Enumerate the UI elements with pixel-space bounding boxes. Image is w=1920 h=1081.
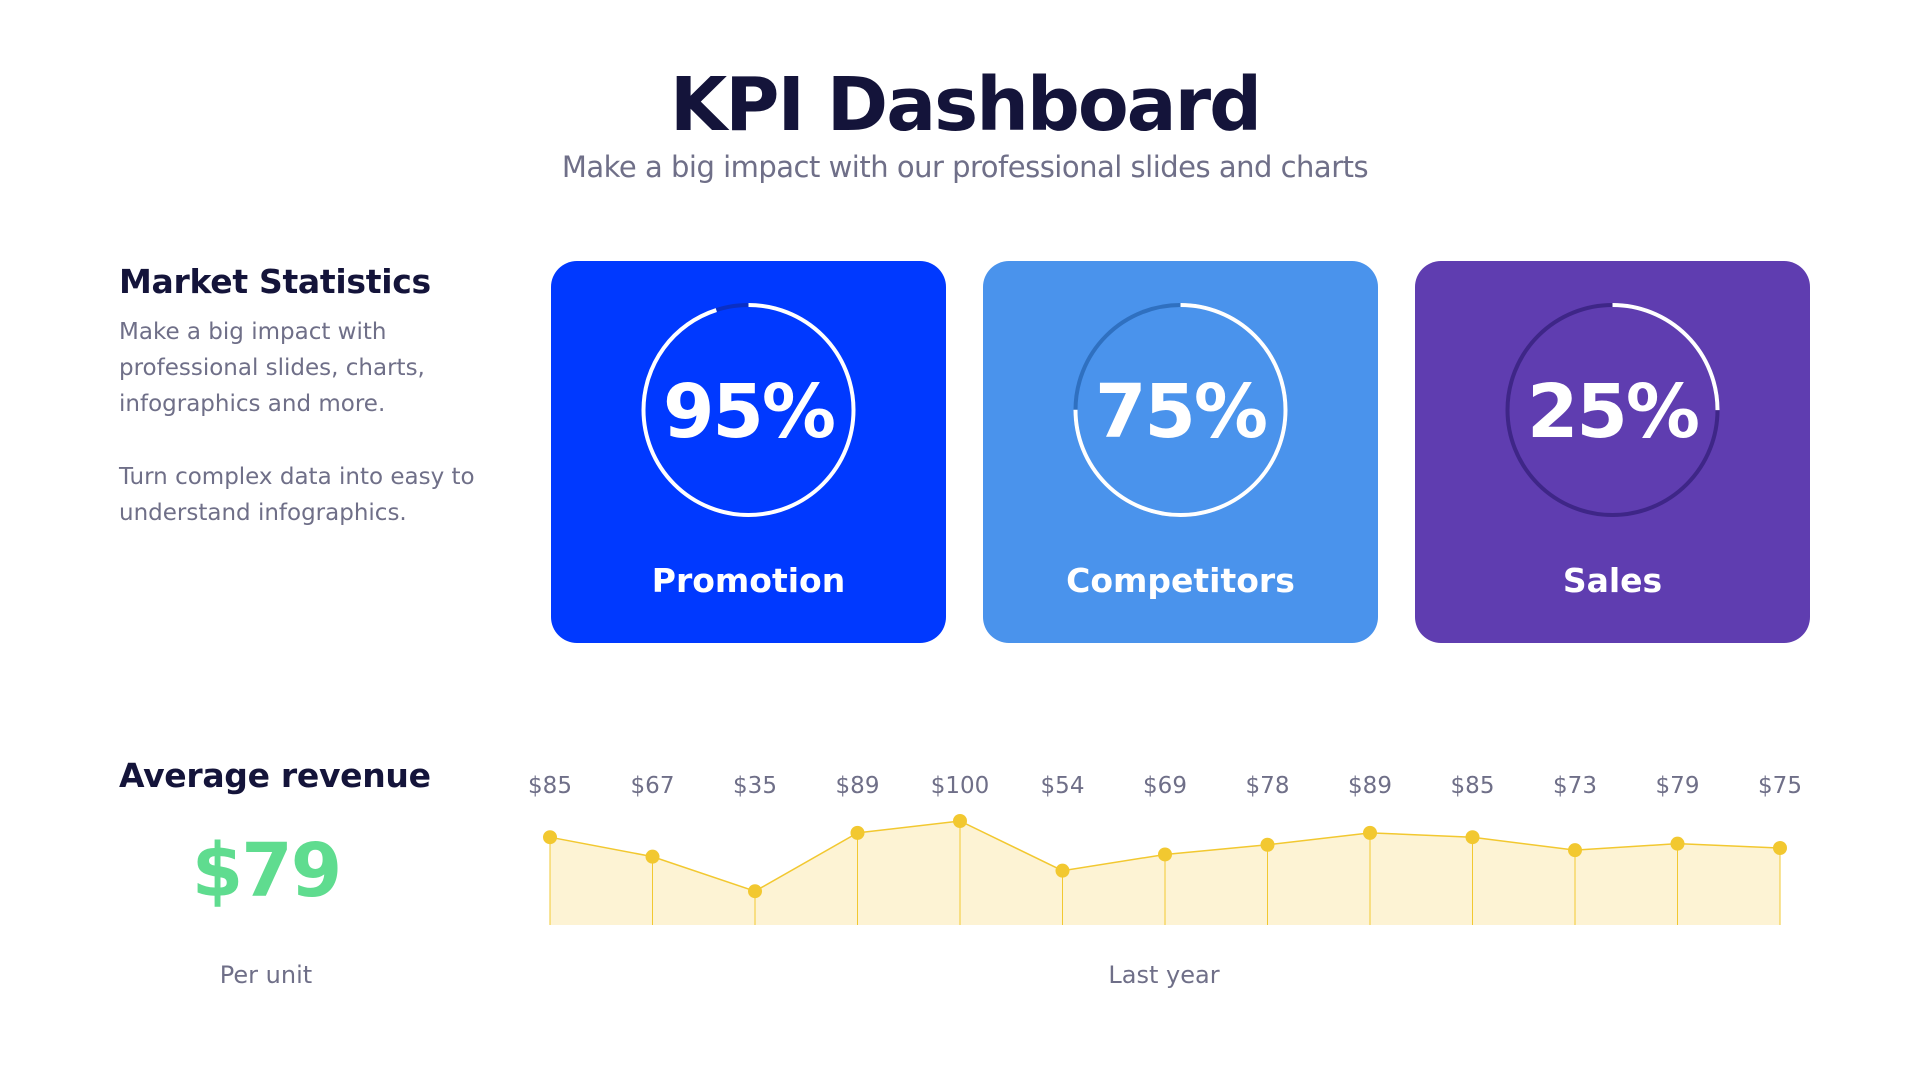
progress-ring: [1073, 303, 1288, 517]
data-point: [1670, 836, 1685, 851]
kpi-value: 25%: [1526, 369, 1700, 455]
data-point: [850, 825, 865, 840]
data-point: [748, 884, 762, 899]
data-point: [1465, 830, 1480, 845]
progress-ring: [641, 303, 856, 517]
ring-progress: [1073, 303, 1288, 517]
data-label: $89: [836, 773, 880, 799]
kpi-label: Competitors: [1066, 561, 1295, 600]
ring-progress: [1505, 303, 1720, 517]
data-point: [645, 849, 660, 864]
data-label: $67: [631, 773, 675, 799]
data-label: $79: [1656, 773, 1700, 799]
market-paragraph-2: Turn complex data into easy to understan…: [119, 464, 475, 526]
chart-x-label: Last year: [1108, 961, 1220, 989]
per-unit-label: Per unit: [219, 961, 313, 989]
kpi-label: Sales: [1562, 561, 1663, 600]
page-title: KPI Dashboard: [669, 62, 1262, 148]
data-point: [1055, 863, 1070, 878]
data-label: $35: [733, 773, 777, 799]
data-point: [953, 814, 967, 828]
page-subtitle: Make a big impact with our professional …: [561, 150, 1369, 184]
kpi-card-promotion: 95% Promotion: [551, 261, 946, 643]
ring-progress: [641, 303, 856, 517]
data-point: [543, 830, 557, 845]
progress-ring: [1505, 303, 1720, 517]
market-statistics-heading: Market Statistics: [119, 262, 431, 301]
data-label: $85: [1451, 773, 1495, 799]
kpi-card-competitors: 75% Competitors: [983, 261, 1378, 643]
average-revenue-heading: Average revenue: [119, 756, 431, 795]
kpi-card-sales: 25% Sales: [1415, 261, 1810, 643]
data-point: [1260, 837, 1275, 852]
data-label: $78: [1246, 773, 1290, 799]
average-revenue-value: $79: [191, 828, 342, 914]
data-point: [1773, 841, 1787, 855]
data-label: $100: [931, 773, 990, 799]
data-label: $85: [528, 773, 572, 799]
data-point: [1568, 843, 1582, 858]
market-paragraph-1: Make a big impact with professional slid…: [119, 319, 425, 417]
data-label: $69: [1143, 773, 1187, 799]
data-point: [1363, 825, 1377, 840]
data-point: [1158, 847, 1172, 862]
kpi-label: Promotion: [651, 561, 846, 600]
data-label: $73: [1553, 773, 1597, 799]
data-label: $54: [1041, 773, 1085, 799]
kpi-value: 75%: [1094, 369, 1268, 455]
data-label: $75: [1758, 773, 1802, 799]
data-label: $89: [1348, 773, 1392, 799]
kpi-value: 95%: [662, 369, 836, 455]
